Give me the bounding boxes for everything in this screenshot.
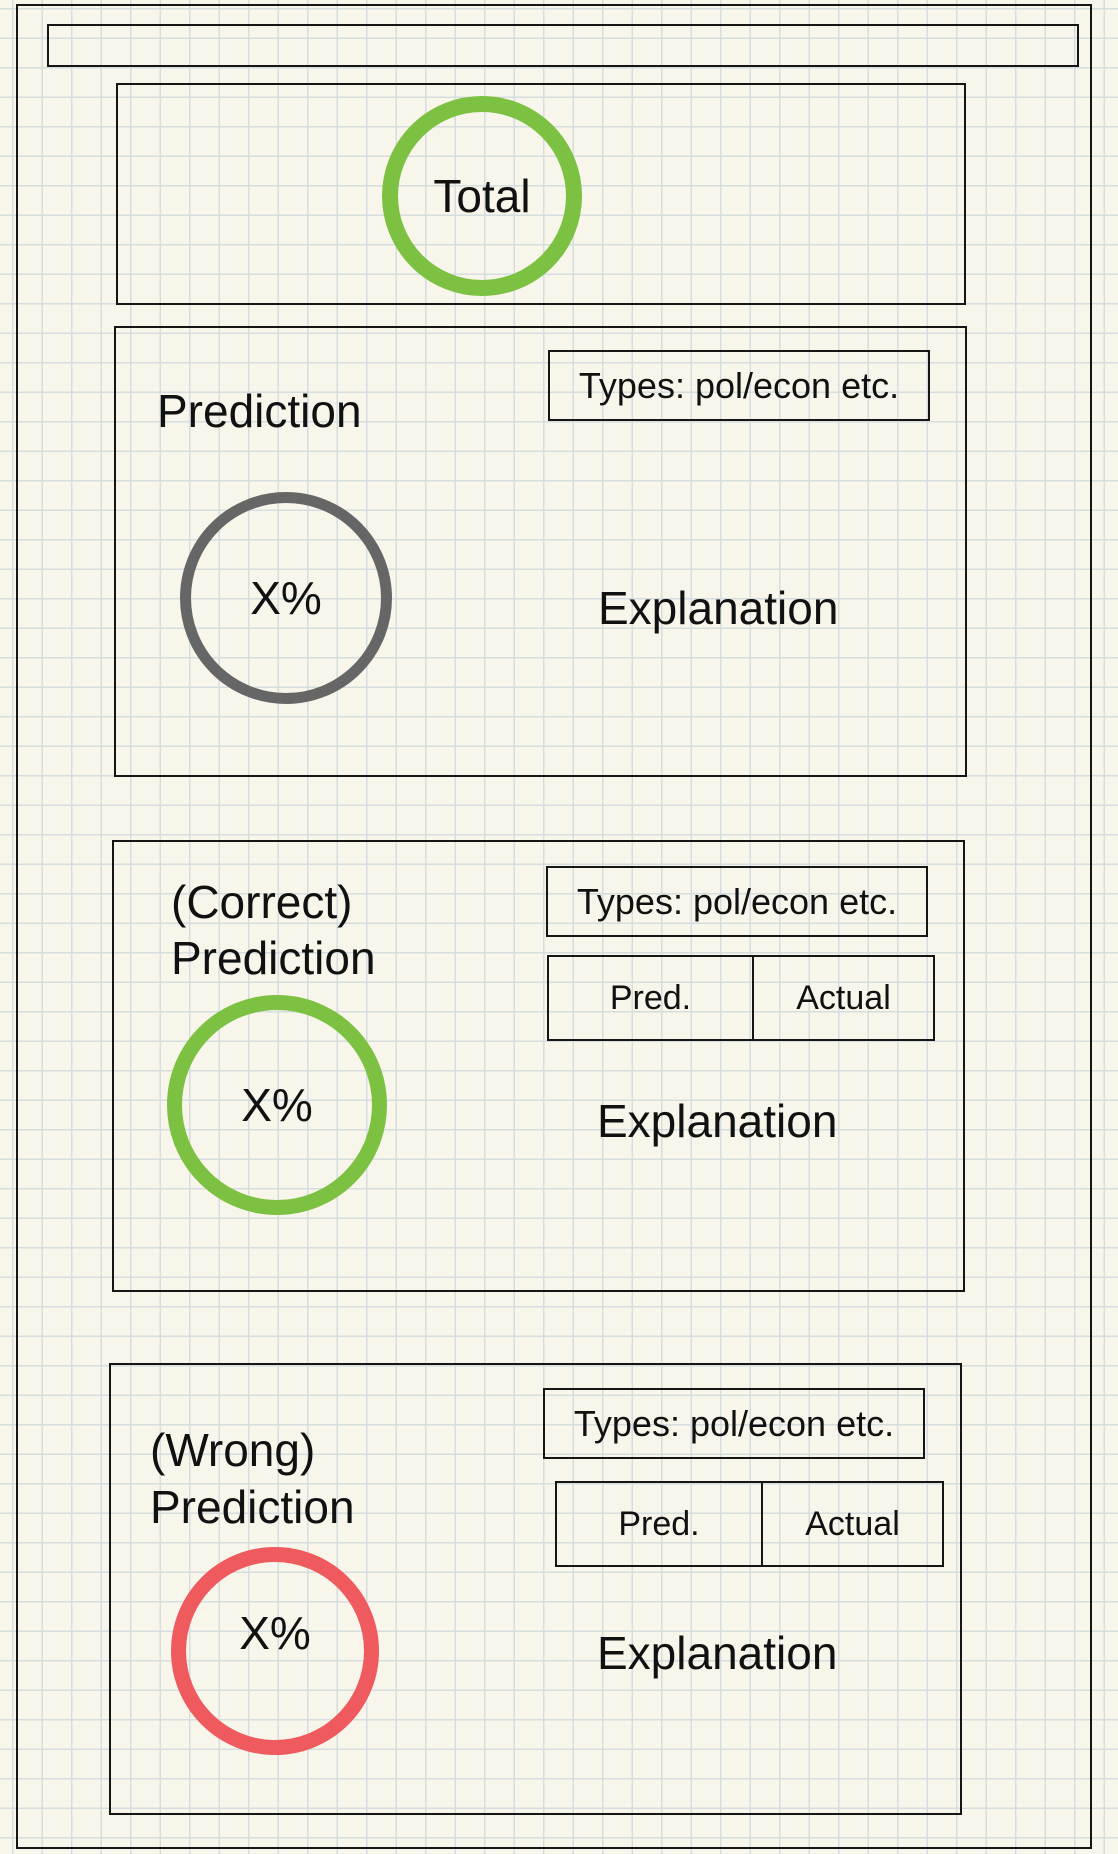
wrong-explanation: Explanation [597,1627,838,1679]
total-ring-icon: Total [382,96,582,296]
prediction-explanation: Explanation [598,582,839,634]
total-panel [116,83,966,305]
wrong-pred-cell: Pred. [557,1483,763,1565]
wrong-pred-actual-table: Pred. Actual [555,1481,944,1567]
correct-pred-cell: Pred. [549,957,754,1039]
wrong-actual-cell: Actual [805,1504,900,1543]
correct-ring-icon: X% [167,995,387,1215]
correct-pred-actual-table: Pred. Actual [547,955,935,1041]
correct-types-tag: Types: pol/econ etc. [546,866,928,937]
wrong-value: X% [239,1607,311,1659]
top-bar [47,24,1079,67]
wrong-ring-icon: X% [171,1547,379,1755]
wrong-types-tag: Types: pol/econ etc. [543,1388,925,1459]
page-frame [16,4,1092,1849]
correct-explanation: Explanation [597,1095,838,1147]
total-label: Total [433,170,531,222]
correct-title-line2: Prediction [171,932,376,984]
prediction-title: Prediction [157,385,362,437]
prediction-panel [114,326,967,777]
wrong-panel [109,1363,962,1815]
correct-title-line1: (Correct) [171,876,353,928]
prediction-types-tag: Types: pol/econ etc. [548,350,930,421]
correct-actual-cell: Actual [796,978,891,1017]
correct-value: X% [241,1079,313,1131]
wrong-title-line2: Prediction [150,1481,355,1533]
prediction-value: X% [250,572,322,624]
wrong-title-line1: (Wrong) [150,1424,316,1476]
correct-panel [112,840,965,1292]
prediction-ring-icon: X% [180,492,392,704]
